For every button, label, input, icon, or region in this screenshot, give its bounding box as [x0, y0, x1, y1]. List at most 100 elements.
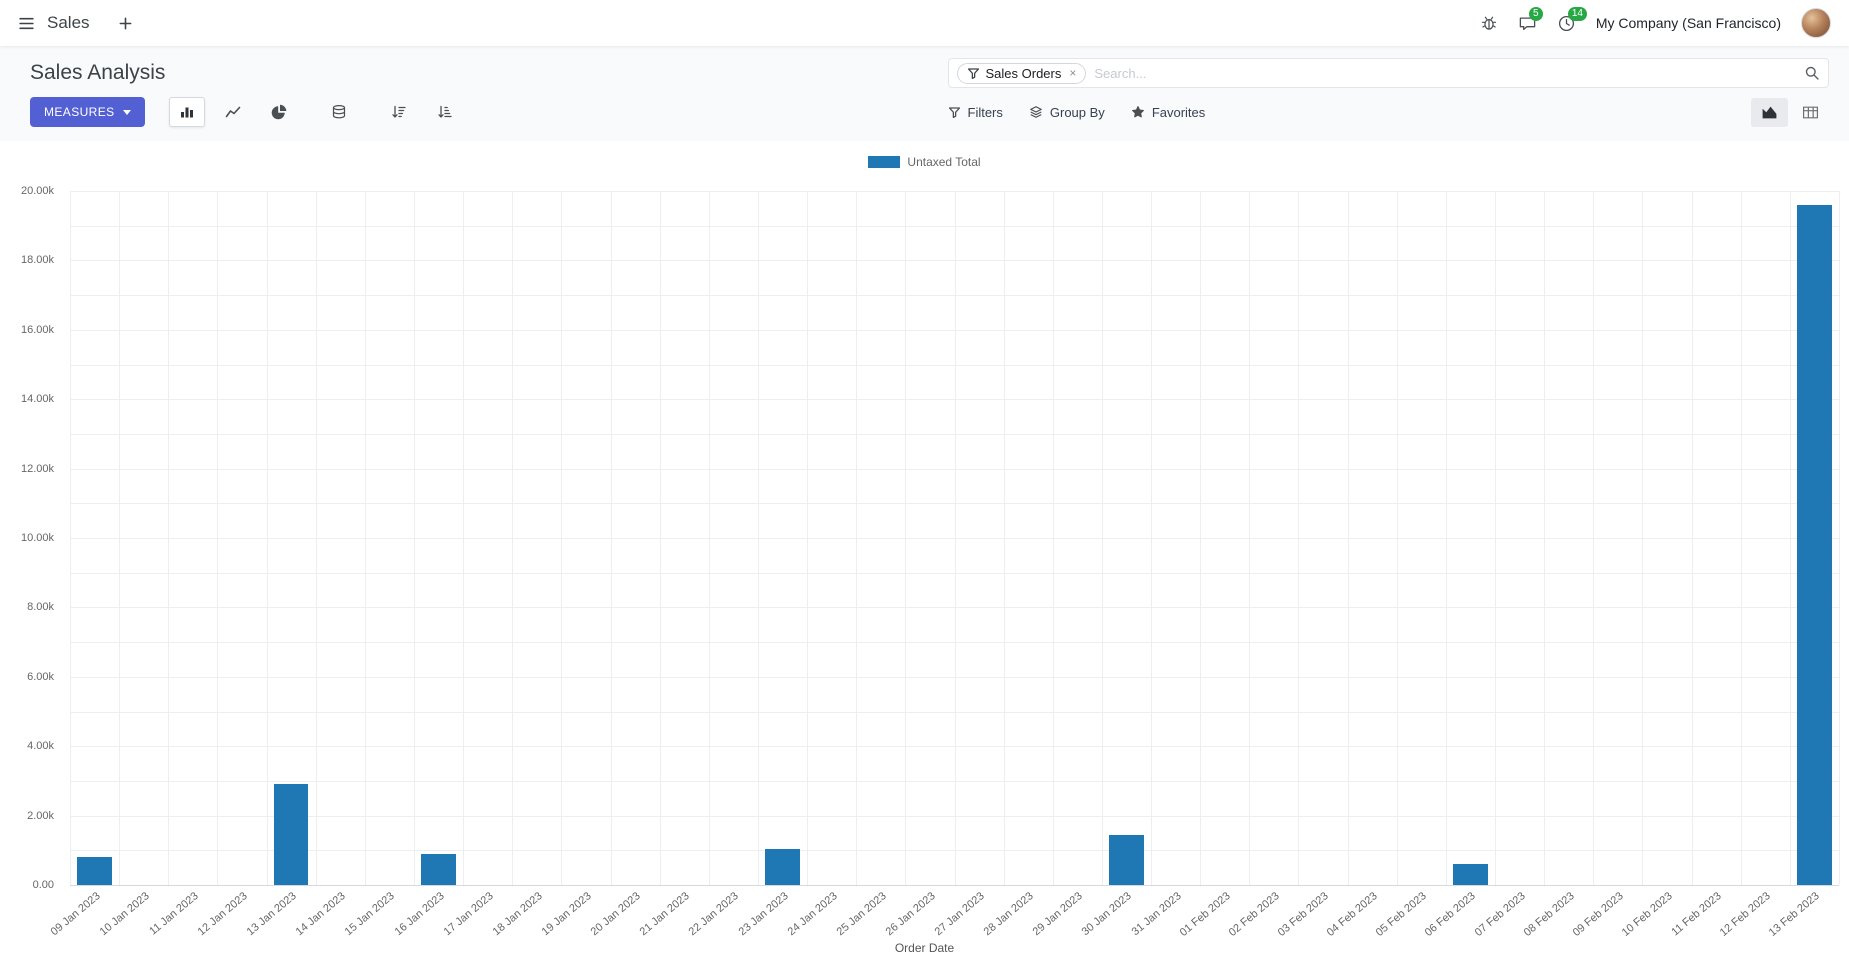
new-tab-button[interactable]	[118, 16, 133, 31]
bar-06-feb-2023[interactable]	[1453, 864, 1488, 885]
bar-chart-view-button[interactable]	[168, 97, 205, 127]
y-tick-label: 8.00k	[27, 601, 54, 614]
bug-icon	[1480, 14, 1498, 32]
y-tick-label: 0.00	[32, 879, 54, 891]
messages-count-badge: 5	[1528, 6, 1543, 21]
measures-button[interactable]: MEASURES	[30, 97, 145, 127]
chevron-down-icon	[122, 109, 131, 115]
y-tick-label: 6.00k	[27, 670, 54, 683]
gridline-vertical	[364, 191, 366, 885]
y-tick-label: 18.00k	[20, 254, 54, 267]
gridline-vertical	[1839, 191, 1840, 885]
y-axis: 0.00 2.00k 4.00k 6.00k 8.00k 10.00k 12.00k 14.0…	[0, 185, 62, 891]
star-icon	[1131, 105, 1145, 119]
favorites-label: Favorites	[1151, 104, 1206, 120]
apps-menu-button[interactable]: Sales	[18, 13, 90, 33]
gridline-vertical	[1347, 191, 1349, 885]
gridline-vertical	[1200, 191, 1202, 885]
y-tick-label: 16.00k	[20, 323, 54, 336]
line-chart-view-button[interactable]	[215, 97, 251, 127]
control-panel: Sales Analysis Sales Orders × MEASURES	[0, 46, 1849, 141]
bar-13-feb-2023[interactable]	[1797, 204, 1832, 885]
pie-chart-icon	[271, 104, 286, 120]
bar-23-jan-2023[interactable]	[765, 848, 800, 885]
gridline-vertical	[1298, 191, 1300, 885]
gridline-vertical	[1593, 191, 1595, 885]
search-icon[interactable]	[1804, 65, 1820, 81]
plus-icon	[118, 16, 133, 31]
gridline-vertical	[315, 191, 317, 885]
gridline-vertical	[1003, 191, 1005, 885]
y-tick-label: 14.00k	[20, 393, 54, 406]
y-tick-label: 10.00k	[20, 532, 54, 544]
debug-button[interactable]	[1480, 14, 1498, 32]
gridline-vertical	[905, 191, 907, 885]
y-tick-label: 4.00k	[27, 740, 54, 753]
gridline-vertical	[1544, 191, 1546, 885]
top-navbar: Sales 5 14 My Company	[0, 0, 1849, 46]
gridline-vertical	[413, 191, 415, 885]
bar-13-jan-2023[interactable]	[273, 784, 309, 885]
bar-09-jan-2023[interactable]	[77, 857, 112, 885]
y-tick-label: 20.00k	[20, 185, 54, 197]
company-switcher[interactable]: My Company (San Francisco)	[1595, 15, 1781, 31]
activities-count-badge: 14	[1567, 6, 1587, 21]
activities-menu-button[interactable]: 14	[1557, 6, 1587, 33]
gridline-vertical	[1789, 191, 1791, 885]
bar-30-jan-2023[interactable]	[1109, 834, 1144, 885]
gridline-vertical	[217, 191, 219, 885]
gridline-vertical	[1396, 191, 1398, 885]
filters-button[interactable]: Filters	[948, 105, 1003, 120]
layers-icon	[1029, 105, 1043, 119]
gridline-vertical	[168, 191, 170, 885]
gridline-vertical	[1495, 191, 1497, 885]
sort-ascending-button[interactable]	[427, 97, 463, 127]
y-tick-label: 12.00k	[20, 462, 54, 475]
search-facet-sales-orders[interactable]: Sales Orders ×	[956, 62, 1087, 84]
search-bar[interactable]: Sales Orders ×	[947, 58, 1829, 88]
gridline-vertical	[119, 191, 121, 885]
page-title: Sales Analysis	[30, 61, 166, 84]
legend-label: Untaxed Total	[907, 155, 981, 169]
stacked-toggle-button[interactable]	[321, 97, 357, 127]
gridline-vertical	[1101, 191, 1103, 885]
messages-menu-button[interactable]: 5	[1518, 6, 1543, 33]
gridline-vertical	[807, 191, 809, 885]
gridline-vertical	[1691, 191, 1693, 885]
hamburger-menu-icon	[18, 15, 35, 32]
line-chart-icon	[225, 104, 241, 120]
favorites-button[interactable]: Favorites	[1131, 105, 1205, 120]
user-avatar[interactable]	[1801, 8, 1831, 38]
gridline-vertical	[70, 191, 71, 885]
gridline-vertical	[1052, 191, 1054, 885]
app-name: Sales	[47, 13, 90, 32]
sort-descending-icon	[391, 104, 407, 120]
gridline-vertical	[610, 191, 612, 885]
clock-icon	[1557, 14, 1576, 33]
sort-descending-button[interactable]	[381, 97, 417, 127]
chart-legend[interactable]: Untaxed Total	[0, 155, 1849, 169]
gridline-vertical	[1740, 191, 1742, 885]
area-chart-icon	[1762, 106, 1777, 118]
graph-view-button[interactable]	[1751, 97, 1788, 127]
chart-area: Untaxed Total 0.00 2.00k 4.00k 6.00k 8.00k 10…	[0, 141, 1849, 958]
filters-label: Filters	[967, 104, 1003, 120]
gridline-vertical	[659, 191, 661, 885]
measures-button-label: MEASURES	[44, 105, 115, 119]
plot-area	[70, 191, 1840, 886]
group-by-button[interactable]: Group By	[1029, 105, 1105, 120]
sort-ascending-icon	[437, 104, 453, 120]
gridline-vertical	[463, 191, 465, 885]
bar-16-jan-2023[interactable]	[421, 853, 456, 885]
view-switcher	[1751, 97, 1829, 127]
facet-remove-icon[interactable]: ×	[1069, 66, 1077, 80]
gridline-vertical	[708, 191, 710, 885]
filter-icon	[948, 106, 961, 119]
gridline-vertical	[561, 191, 563, 885]
pivot-view-button[interactable]	[1792, 98, 1829, 127]
gridline-vertical	[856, 191, 858, 885]
pie-chart-view-button[interactable]	[261, 97, 297, 127]
gridline-vertical	[1642, 191, 1644, 885]
search-input[interactable]	[1094, 65, 1796, 81]
gridline-vertical	[266, 191, 268, 885]
